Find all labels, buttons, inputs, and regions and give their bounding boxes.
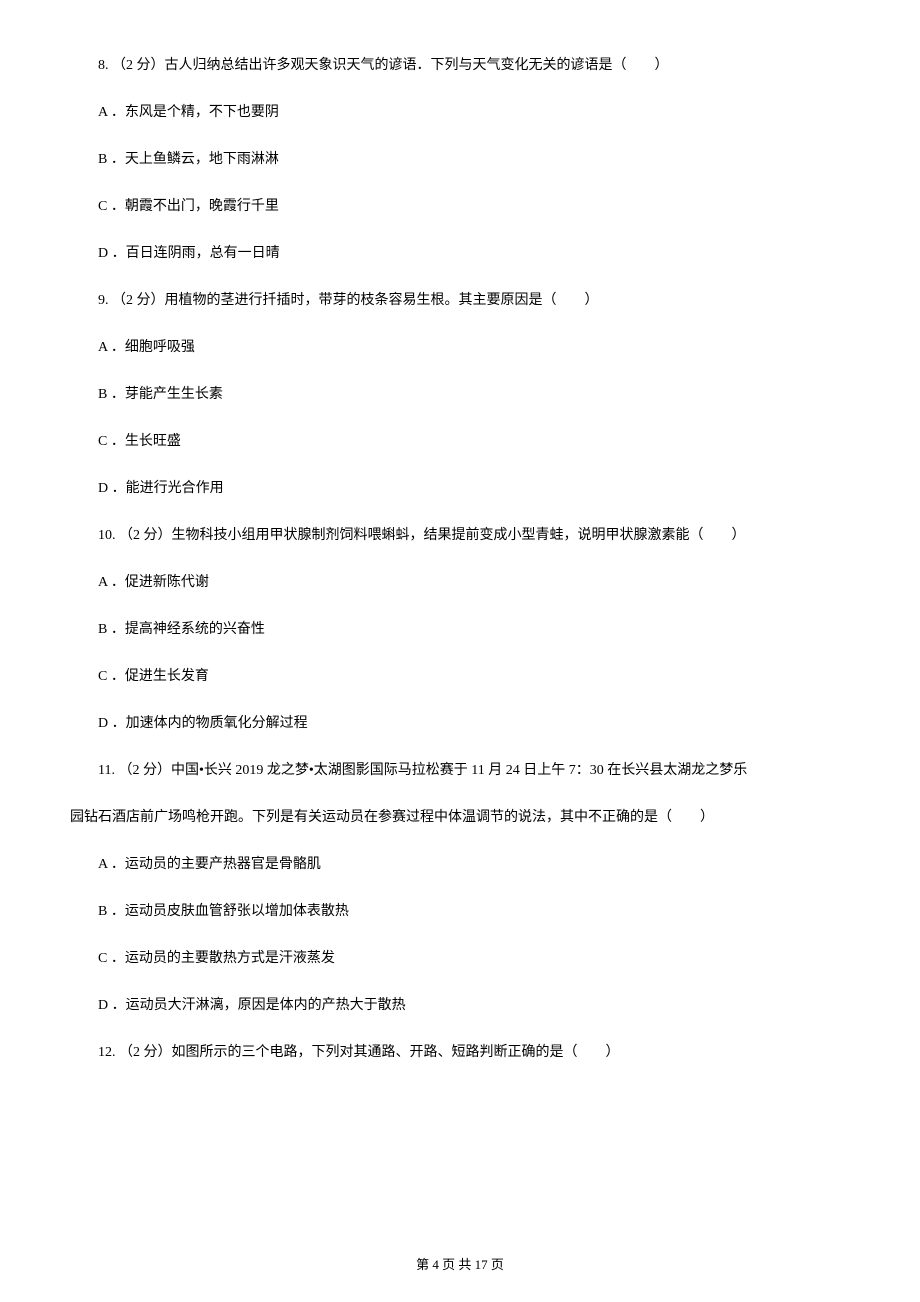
question-10-stem: 10. （2 分）生物科技小组用甲状腺制剂饲料喂蝌蚪，结果提前变成小型青蛙，说明… [70, 525, 850, 546]
question-11-option-c: C ．运动员的主要散热方式是汗液蒸发 [70, 948, 850, 969]
question-11-option-a: A ．运动员的主要产热器官是骨骼肌 [70, 854, 850, 875]
question-text: 生物科技小组用甲状腺制剂饲料喂蝌蚪，结果提前变成小型青蛙，说明甲状腺激素能（ ） [172, 528, 746, 543]
question-points: （2 分） [118, 763, 171, 778]
question-number: 9. [98, 293, 112, 308]
question-9-stem: 9. （2 分）用植物的茎进行扦插时，带芽的枝条容易生根。其主要原因是（ ） [70, 290, 850, 311]
question-text: 古人归纳总结出许多观天象识天气的谚语．下列与天气变化无关的谚语是（ ） [165, 58, 669, 73]
question-points: （2 分） [119, 528, 172, 543]
question-11-option-d: D ．运动员大汗淋漓，原因是体内的产热大于散热 [70, 995, 850, 1016]
question-8-stem: 8. （2 分）古人归纳总结出许多观天象识天气的谚语．下列与天气变化无关的谚语是… [70, 55, 850, 76]
question-number: 10. [98, 528, 119, 543]
question-number: 12. [98, 1045, 119, 1060]
question-10-option-c: C ．促进生长发育 [70, 666, 850, 687]
question-points: （2 分） [119, 1045, 172, 1060]
question-8-option-c: C ．朝霞不出门，晚霞行千里 [70, 196, 850, 217]
question-10-option-a: A ．促进新陈代谢 [70, 572, 850, 593]
question-text: 如图所示的三个电路，下列对其通路、开路、短路判断正确的是（ ） [172, 1045, 620, 1060]
question-number: 8. [98, 58, 112, 73]
question-9-option-b: B ．芽能产生生长素 [70, 384, 850, 405]
question-9-option-c: C ．生长旺盛 [70, 431, 850, 452]
page-footer: 第 4 页 共 17 页 [0, 1255, 920, 1275]
question-text: 中国•长兴 2019 龙之梦•太湖图影国际马拉松赛于 11 月 24 日上午 7… [171, 763, 747, 778]
question-10-option-d: D ．加速体内的物质氧化分解过程 [70, 713, 850, 734]
question-number: 11. [98, 763, 118, 778]
question-12-stem: 12. （2 分）如图所示的三个电路，下列对其通路、开路、短路判断正确的是（ ） [70, 1042, 850, 1063]
question-points: （2 分） [112, 58, 165, 73]
question-9-option-d: D ．能进行光合作用 [70, 478, 850, 499]
question-11-stem-line1: 11. （2 分）中国•长兴 2019 龙之梦•太湖图影国际马拉松赛于 11 月… [70, 760, 850, 781]
question-10-option-b: B ．提高神经系统的兴奋性 [70, 619, 850, 640]
question-9-option-a: A ．细胞呼吸强 [70, 337, 850, 358]
question-11-option-b: B ．运动员皮肤血管舒张以增加体表散热 [70, 901, 850, 922]
question-11-stem-line2: 园钻石酒店前广场鸣枪开跑。下列是有关运动员在参赛过程中体温调节的说法，其中不正确… [70, 807, 850, 828]
question-8-option-d: D ．百日连阴雨，总有一日晴 [70, 243, 850, 264]
question-text: 用植物的茎进行扦插时，带芽的枝条容易生根。其主要原因是（ ） [165, 293, 599, 308]
question-8-option-b: B ．天上鱼鳞云，地下雨淋淋 [70, 149, 850, 170]
document-page: 8. （2 分）古人归纳总结出许多观天象识天气的谚语．下列与天气变化无关的谚语是… [0, 0, 920, 1302]
question-8-option-a: A ．东风是个精，不下也要阴 [70, 102, 850, 123]
question-points: （2 分） [112, 293, 165, 308]
